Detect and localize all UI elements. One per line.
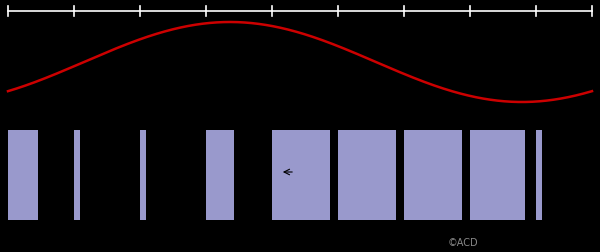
Bar	[8, 130, 38, 220]
Text: ©ACD: ©ACD	[448, 238, 479, 248]
Bar	[140, 130, 146, 220]
Bar	[338, 130, 396, 220]
Bar	[470, 130, 525, 220]
Bar	[206, 130, 234, 220]
Bar	[272, 130, 330, 220]
Bar	[74, 130, 80, 220]
Bar	[404, 130, 462, 220]
Bar	[536, 130, 542, 220]
